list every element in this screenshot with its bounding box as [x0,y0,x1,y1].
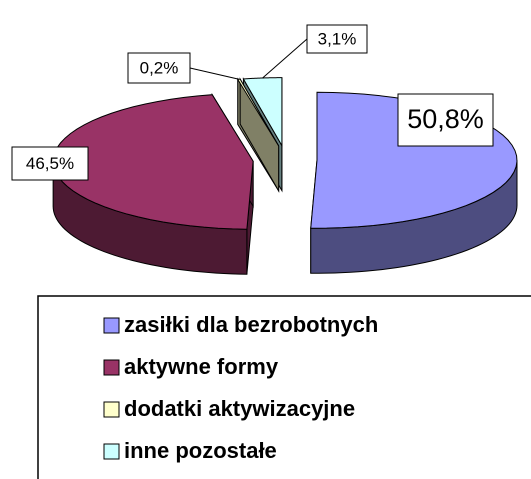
legend-label: aktywne formy [124,354,279,379]
leader-line [262,38,308,79]
legend-swatch [103,317,120,334]
legend-label: zasiłki dla bezrobotnych [124,312,378,337]
label-box [11,146,89,181]
legend-swatch [103,359,120,376]
legend-label: inne pozostałe [124,438,277,463]
slice [236,77,280,193]
legend-swatch [103,401,120,418]
label-box [397,93,494,147]
leader-line [189,67,240,80]
data-label: 3,1% [318,29,357,48]
legend-label: dodatki aktywizacyjne [124,396,355,421]
data-label: 50,8% [407,104,484,134]
slice [52,92,254,275]
data-label: 0,2% [140,58,179,77]
data-label: 46,5% [26,154,74,173]
legend-swatch [103,443,120,460]
label-box [127,52,191,84]
legend-box [37,295,531,479]
label-box [306,24,368,54]
